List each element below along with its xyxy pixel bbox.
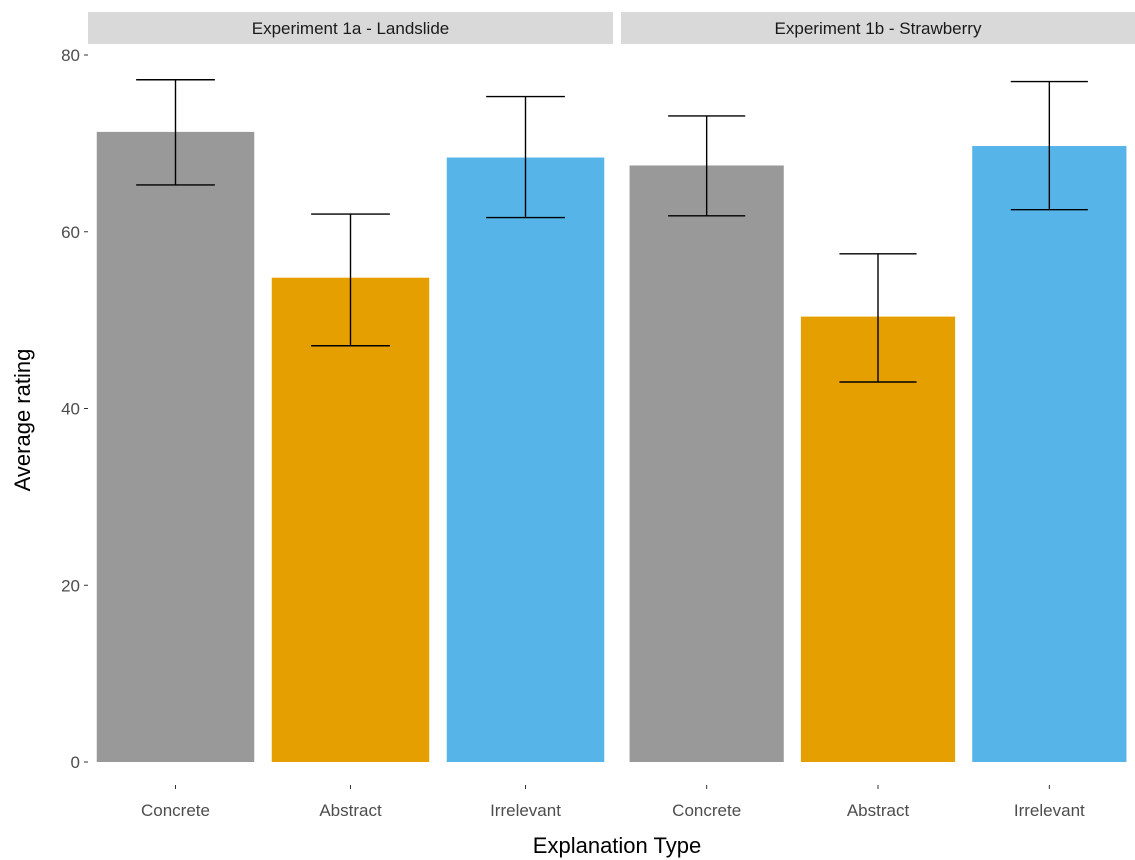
- panel-1: Experiment 1a - Landslide Concrete Abstrac…: [88, 12, 613, 820]
- panel-strip-title: Experiment 1b - Strawberry: [775, 19, 982, 38]
- bar-irrelevant: [446, 157, 605, 762]
- x-tick-label: Irrelevant: [1014, 801, 1085, 820]
- bar-abstract: [800, 316, 956, 762]
- chart-panels: Experiment 1a - Landslide Concrete Abstrac…: [88, 12, 1135, 820]
- y-tick-label: 20: [61, 576, 80, 595]
- panel-strip: [621, 12, 1135, 44]
- x-tick-label: Irrelevant: [490, 801, 561, 820]
- y-tick-label: 80: [61, 46, 80, 65]
- x-tick-label: Concrete: [672, 801, 741, 820]
- x-tick-label: Concrete: [141, 801, 210, 820]
- panel-strip-title: Experiment 1a - Landslide: [252, 19, 450, 38]
- y-tick-label: 40: [61, 400, 80, 419]
- bar-irrelevant: [972, 146, 1127, 762]
- bar-abstract: [271, 277, 430, 762]
- x-axis-title: Explanation Type: [533, 833, 701, 858]
- y-tick-label: 60: [61, 223, 80, 242]
- y-axis: 0 20 40 60 80: [61, 46, 88, 772]
- x-tick-label: Abstract: [847, 801, 910, 820]
- bar-concrete: [629, 165, 784, 762]
- bar-concrete: [96, 131, 255, 763]
- y-tick-label: 0: [71, 753, 80, 772]
- panel-2: Experiment 1b - Strawberry Concrete Abstra…: [621, 12, 1135, 820]
- y-axis-title: Average rating: [10, 349, 35, 492]
- panel-strip: [88, 12, 613, 44]
- x-tick-label: Abstract: [319, 801, 382, 820]
